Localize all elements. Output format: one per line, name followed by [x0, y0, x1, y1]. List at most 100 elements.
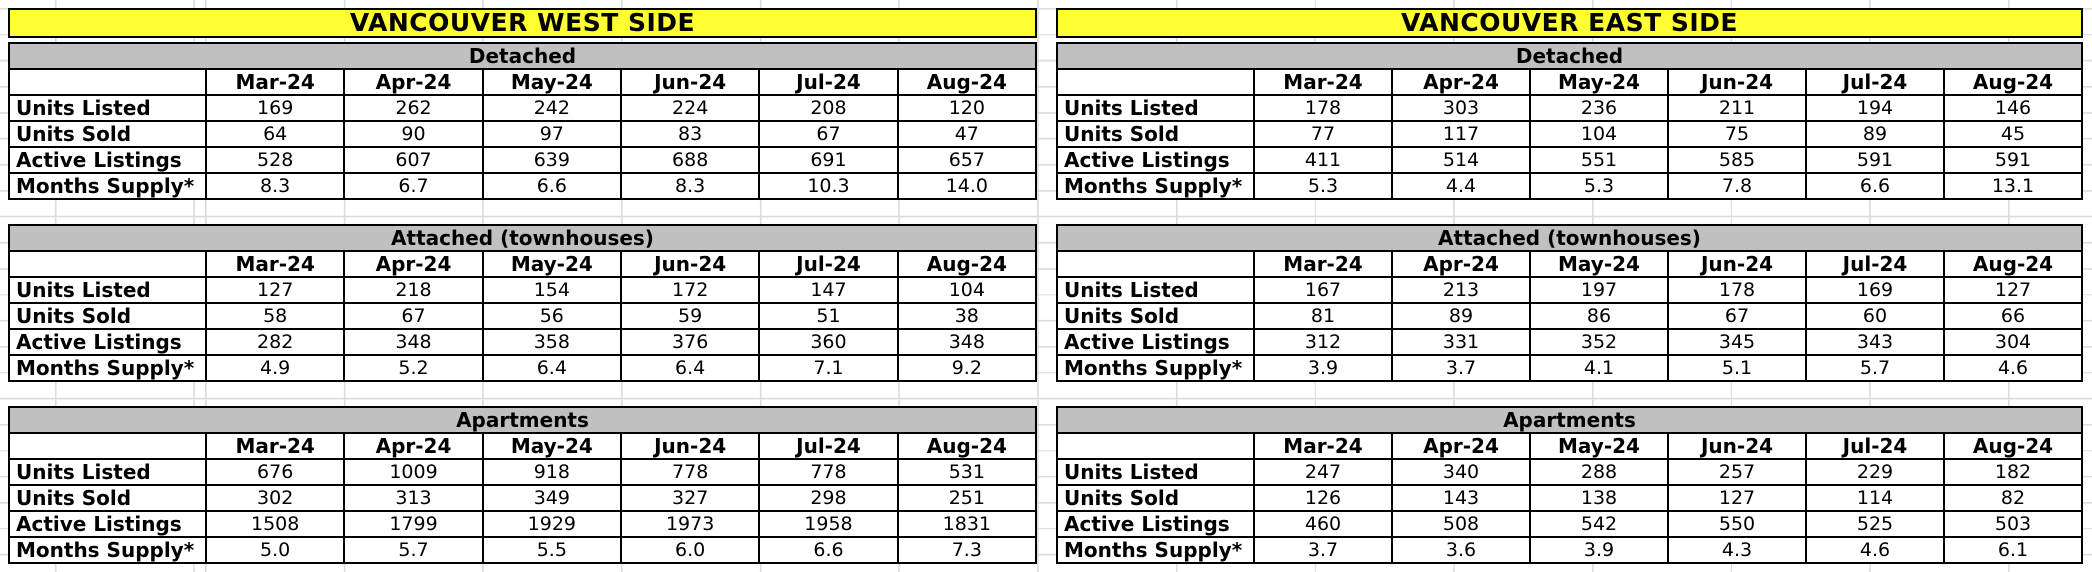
group-vancouver-east-side: VANCOUVER EAST SIDE Detached Mar-24 Apr-…	[1056, 8, 2083, 564]
value-cell: 6.6	[758, 536, 899, 564]
corner-cell	[1056, 68, 1255, 96]
value-cell: 3.6	[1391, 536, 1531, 564]
value-cell: 4.6	[1805, 536, 1945, 564]
value-cell: 531	[896, 458, 1038, 486]
value-cell: 591	[1805, 146, 1945, 174]
value-cell: 147	[758, 276, 899, 304]
value-cell: 1958	[758, 510, 899, 538]
month-header: Mar-24	[204, 68, 346, 96]
row-label: Units Listed	[8, 458, 207, 486]
value-cell: 352	[1529, 328, 1669, 356]
value-cell: 528	[204, 146, 346, 174]
row-label: Units Listed	[1056, 458, 1255, 486]
value-cell: 47	[896, 120, 1038, 148]
value-cell: 340	[1391, 458, 1531, 486]
section-subtitle: Detached	[1056, 42, 2083, 70]
value-cell: 182	[1943, 458, 2083, 486]
value-cell: 229	[1805, 458, 1945, 486]
value-cell: 348	[896, 328, 1038, 356]
month-header: Jun-24	[1667, 432, 1807, 460]
month-header: May-24	[481, 432, 622, 460]
value-cell: 8.3	[619, 172, 761, 200]
value-cell: 58	[204, 302, 346, 330]
value-cell: 13.1	[1943, 172, 2083, 200]
value-cell: 178	[1667, 276, 1807, 304]
value-cell: 778	[619, 458, 761, 486]
value-cell: 247	[1253, 458, 1393, 486]
section-table-west-attached: Attached (townhouses) Mar-24 Apr-24 May-…	[8, 224, 1038, 382]
value-cell: 6.4	[619, 354, 761, 382]
row-label: Units Sold	[8, 120, 207, 148]
row-label: Active Listings	[1056, 328, 1255, 356]
value-cell: 75	[1667, 120, 1807, 148]
value-cell: 251	[896, 484, 1038, 512]
month-header: Jul-24	[1805, 68, 1945, 96]
value-cell: 5.3	[1253, 172, 1393, 200]
value-cell: 3.7	[1253, 536, 1393, 564]
value-cell: 7.8	[1667, 172, 1807, 200]
value-cell: 97	[481, 120, 622, 148]
value-cell: 82	[1943, 484, 2083, 512]
month-header: Apr-24	[343, 250, 484, 278]
value-cell: 67	[1667, 302, 1807, 330]
month-header: Mar-24	[1253, 68, 1393, 96]
row-label: Units Sold	[1056, 302, 1255, 330]
value-cell: 89	[1391, 302, 1531, 330]
value-cell: 213	[1391, 276, 1531, 304]
row-label: Units Sold	[1056, 120, 1255, 148]
value-cell: 154	[481, 276, 622, 304]
value-cell: 127	[1943, 276, 2083, 304]
month-header: Aug-24	[1943, 250, 2083, 278]
section-subtitle: Apartments	[1056, 406, 2083, 434]
value-cell: 303	[1391, 94, 1531, 122]
month-header: Jul-24	[1805, 432, 1945, 460]
value-cell: 6.7	[343, 172, 484, 200]
row-label: Months Supply*	[1056, 172, 1255, 200]
value-cell: 86	[1529, 302, 1669, 330]
month-header: Jun-24	[619, 68, 761, 96]
value-cell: 38	[896, 302, 1038, 330]
row-label: Active Listings	[1056, 510, 1255, 538]
value-cell: 6.0	[619, 536, 761, 564]
value-cell: 5.0	[204, 536, 346, 564]
value-cell: 4.3	[1667, 536, 1807, 564]
value-cell: 607	[343, 146, 484, 174]
value-cell: 1508	[204, 510, 346, 538]
value-cell: 104	[1529, 120, 1669, 148]
value-cell: 657	[896, 146, 1038, 174]
value-cell: 167	[1253, 276, 1393, 304]
value-cell: 327	[619, 484, 761, 512]
value-cell: 345	[1667, 328, 1807, 356]
value-cell: 688	[619, 146, 761, 174]
value-cell: 6.6	[481, 172, 622, 200]
month-header: Jun-24	[1667, 250, 1807, 278]
section-subtitle: Attached (townhouses)	[1056, 224, 2083, 252]
month-header: Jun-24	[619, 432, 761, 460]
value-cell: 676	[204, 458, 346, 486]
section-table-west-detached: Detached Mar-24 Apr-24 May-24 Jun-24 Jul…	[8, 42, 1038, 200]
month-header: May-24	[1529, 68, 1669, 96]
month-header: Apr-24	[343, 68, 484, 96]
value-cell: 550	[1667, 510, 1807, 538]
value-cell: 312	[1253, 328, 1393, 356]
value-cell: 60	[1805, 302, 1945, 330]
group-vancouver-west-side: VANCOUVER WEST SIDE Detached Mar-24 Apr-…	[8, 8, 1038, 564]
row-label: Months Supply*	[1056, 536, 1255, 564]
month-header: Mar-24	[1253, 432, 1393, 460]
value-cell: 169	[1805, 276, 1945, 304]
value-cell: 302	[204, 484, 346, 512]
value-cell: 242	[481, 94, 622, 122]
value-cell: 138	[1529, 484, 1669, 512]
corner-cell	[8, 68, 207, 96]
month-header: Jul-24	[758, 432, 899, 460]
section-subtitle: Detached	[8, 42, 1037, 70]
group-title: VANCOUVER EAST SIDE	[1056, 8, 2083, 38]
value-cell: 358	[481, 328, 622, 356]
value-cell: 343	[1805, 328, 1945, 356]
value-cell: 4.6	[1943, 354, 2083, 382]
corner-cell	[1056, 250, 1255, 278]
value-cell: 1929	[481, 510, 622, 538]
row-label: Units Listed	[1056, 276, 1255, 304]
value-cell: 59	[619, 302, 761, 330]
value-cell: 4.1	[1529, 354, 1669, 382]
